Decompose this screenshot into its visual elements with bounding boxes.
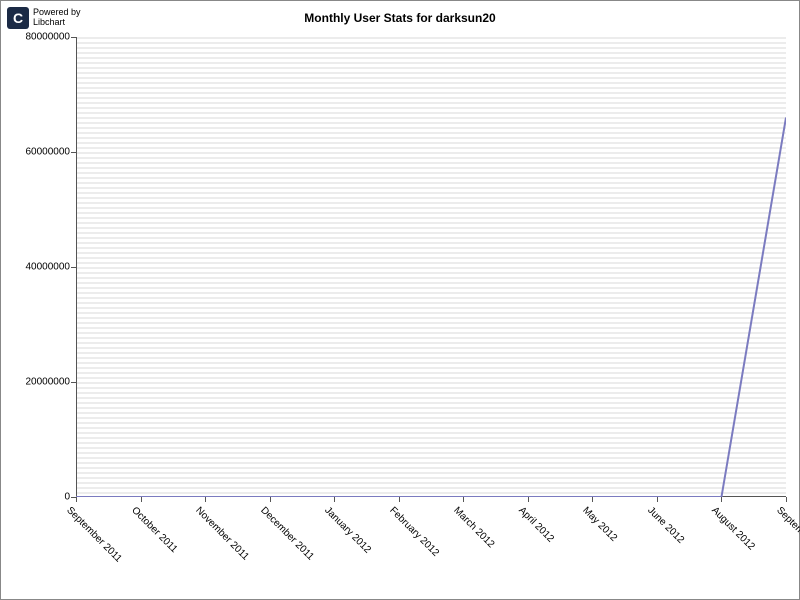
- x-tick: [463, 497, 464, 502]
- x-tick-label: May 2012: [581, 505, 620, 544]
- plot-area: 020000000400000006000000080000000Septemb…: [76, 37, 786, 497]
- x-tick-label: February 2012: [387, 505, 441, 559]
- y-tick-label: 20000000: [26, 377, 71, 388]
- x-tick-label: April 2012: [516, 505, 556, 545]
- x-tick-label: September 2012: [774, 505, 800, 565]
- x-tick-label: January 2012: [322, 505, 373, 556]
- x-tick: [334, 497, 335, 502]
- x-tick: [205, 497, 206, 502]
- x-tick-label: December 2011: [258, 505, 316, 563]
- y-tick: [71, 382, 76, 383]
- data-line: [76, 37, 786, 497]
- x-tick: [76, 497, 77, 502]
- y-tick-label: 40000000: [26, 262, 71, 273]
- x-tick-label: August 2012: [710, 505, 757, 552]
- y-tick: [71, 267, 76, 268]
- x-tick-label: June 2012: [645, 505, 686, 546]
- x-tick-label: October 2011: [129, 505, 179, 555]
- x-tick: [657, 497, 658, 502]
- x-tick-label: September 2011: [64, 505, 124, 565]
- y-tick-label: 60000000: [26, 147, 71, 158]
- y-tick: [71, 152, 76, 153]
- y-tick: [71, 37, 76, 38]
- y-tick-label: 80000000: [26, 32, 71, 43]
- x-tick: [528, 497, 529, 502]
- y-tick-label: 0: [64, 492, 70, 503]
- x-tick: [141, 497, 142, 502]
- x-tick: [721, 497, 722, 502]
- x-tick: [592, 497, 593, 502]
- chart-container: C Powered by Libchart Monthly User Stats…: [0, 0, 800, 600]
- x-tick-label: March 2012: [451, 505, 496, 550]
- x-tick-label: November 2011: [193, 505, 251, 563]
- x-tick: [786, 497, 787, 502]
- x-tick: [399, 497, 400, 502]
- chart-title: Monthly User Stats for darksun20: [1, 11, 799, 25]
- x-tick: [270, 497, 271, 502]
